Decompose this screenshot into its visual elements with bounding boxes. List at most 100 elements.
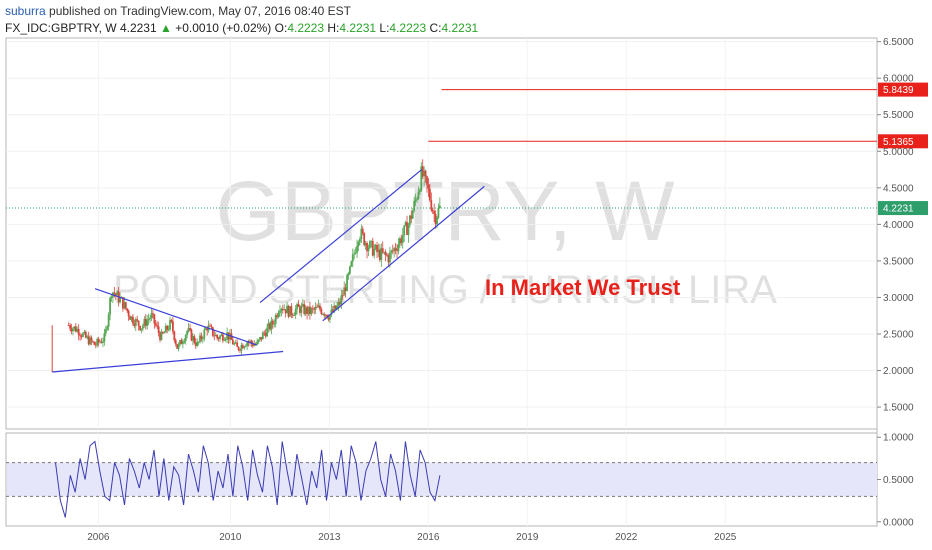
candle-body xyxy=(367,247,370,252)
candle-body xyxy=(351,254,354,262)
candle-body xyxy=(171,321,174,332)
candle-body xyxy=(400,238,403,243)
candle-body xyxy=(349,266,351,274)
candle-body xyxy=(421,166,424,177)
candle-body xyxy=(411,210,414,219)
x-tick-label: 2022 xyxy=(615,532,638,543)
candle-body xyxy=(354,252,357,254)
publish-header: suburra published on TradingView.com, Ma… xyxy=(5,3,351,19)
candle-body xyxy=(157,326,160,333)
candle-body xyxy=(119,297,121,303)
open-label: O: xyxy=(274,21,288,35)
candle-body xyxy=(284,309,287,314)
candle-body xyxy=(221,334,224,341)
candle-body xyxy=(341,295,344,297)
candle-body xyxy=(296,304,298,310)
candle-body xyxy=(229,333,231,340)
candle-body xyxy=(83,331,86,334)
candle-body xyxy=(274,315,277,324)
candle-body xyxy=(132,316,134,324)
candle-body xyxy=(377,249,380,253)
candle-body xyxy=(437,207,440,218)
price-change: +0.0010 (+0.02%) xyxy=(175,21,272,35)
candle-body xyxy=(177,344,180,349)
candle-body xyxy=(270,320,273,330)
candle-body xyxy=(197,341,200,343)
candle-body xyxy=(126,308,129,311)
candle-body xyxy=(186,330,189,336)
candle-body xyxy=(209,325,211,327)
candle-body xyxy=(310,308,313,315)
osc-y-tick-label: 0.0000 xyxy=(883,517,914,528)
candle-body xyxy=(316,306,318,308)
candle-body xyxy=(261,332,264,340)
low-value: 4.2223 xyxy=(389,21,427,35)
candle-body xyxy=(357,241,360,247)
candle-body xyxy=(220,334,223,336)
osc-y-tick-label: 0.5000 xyxy=(883,475,914,486)
candle-body xyxy=(287,305,290,317)
candle-body xyxy=(269,323,271,330)
arrow-up-icon: ▲ xyxy=(159,21,172,35)
candle-body xyxy=(427,184,430,189)
candle-body xyxy=(193,336,196,343)
candle-body xyxy=(249,340,251,343)
candle-body xyxy=(303,304,306,314)
candle-body xyxy=(257,339,260,342)
candle-body xyxy=(184,335,187,341)
candle-body xyxy=(150,313,153,318)
y-tick-label: 2.5000 xyxy=(883,329,914,340)
candle-body xyxy=(403,225,406,236)
candle-body xyxy=(86,336,89,338)
candle-body xyxy=(321,313,324,315)
candle-body xyxy=(293,315,296,316)
candle-body xyxy=(397,244,400,252)
candle-body xyxy=(300,306,303,313)
candle-body xyxy=(333,305,336,312)
candle-body xyxy=(92,341,94,343)
candle-body xyxy=(79,335,82,336)
symbol-label[interactable]: FX_IDC:GBPTRY, W xyxy=(5,21,117,35)
candle-body xyxy=(167,329,170,331)
candle-body xyxy=(323,313,326,316)
candle-body xyxy=(170,319,173,322)
candle-body xyxy=(276,315,279,317)
candle-body xyxy=(267,323,270,328)
candle-body xyxy=(113,292,116,294)
candle-body xyxy=(211,327,214,336)
axes: 1.5000 2.0000 2.5000 3.0000 3.5000 4.0000 4.50… xyxy=(87,37,914,543)
candle-body xyxy=(146,320,149,326)
candle-body xyxy=(279,310,281,314)
candle-body xyxy=(326,314,328,318)
candle-body xyxy=(266,327,269,337)
candle-body xyxy=(393,248,396,252)
candle-body xyxy=(130,316,133,320)
candle-body xyxy=(123,302,126,309)
candle-body xyxy=(343,287,346,296)
author-link[interactable]: suburra xyxy=(5,4,46,18)
candle-body xyxy=(219,335,221,340)
candle-body xyxy=(133,323,136,326)
candle-body xyxy=(99,341,101,343)
candle-body xyxy=(324,314,327,316)
candle-body xyxy=(410,215,413,219)
candle-body xyxy=(413,200,416,211)
candle-body xyxy=(380,248,383,260)
candle-body xyxy=(200,335,203,340)
candle-body xyxy=(390,250,393,253)
candle-body xyxy=(214,334,217,337)
candle-body xyxy=(69,325,72,329)
candle-body xyxy=(153,314,156,324)
candle-body xyxy=(136,319,139,321)
candle-body xyxy=(386,254,388,256)
close-value: 4.2231 xyxy=(441,21,479,35)
candle-body xyxy=(371,240,374,256)
candle-body xyxy=(204,328,207,330)
candle-body xyxy=(353,253,356,255)
candle-body xyxy=(180,340,183,345)
candle-body xyxy=(394,248,397,251)
current-price-tag xyxy=(878,201,928,216)
candle-body xyxy=(388,252,391,263)
candle-body xyxy=(286,305,289,314)
